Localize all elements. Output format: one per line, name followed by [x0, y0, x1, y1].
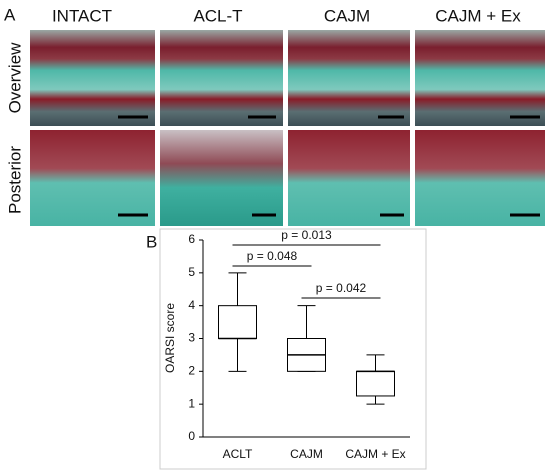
column-label: INTACT — [52, 6, 112, 25]
panel-label: A — [4, 5, 16, 24]
micrographs — [30, 30, 545, 226]
x-tick-label: ACLT — [223, 447, 253, 461]
annotation: p = 0.048 — [247, 249, 298, 263]
y-tick-label: 5 — [188, 265, 195, 279]
y-tick-label: 6 — [188, 232, 195, 246]
panel-frame — [159, 228, 427, 470]
micrograph — [288, 130, 410, 226]
row-label: Overview — [5, 42, 24, 114]
y-tick-label: 3 — [188, 331, 195, 345]
micrograph — [160, 30, 283, 126]
y-tick-label: 0 — [188, 429, 195, 443]
micrograph — [288, 30, 410, 126]
micrograph — [415, 30, 545, 126]
micrograph — [160, 130, 283, 226]
x-tick-label: CAJM — [290, 447, 323, 461]
x-tick-label: CAJM + Ex — [345, 447, 405, 461]
row-label: Posterior — [5, 146, 24, 214]
box — [218, 305, 257, 339]
panel-label: B — [146, 232, 157, 251]
column-label: CAJM + Ex — [435, 6, 521, 25]
column-label: CAJM — [324, 6, 370, 25]
y-tick-label: 4 — [188, 298, 195, 312]
micrograph — [415, 130, 545, 226]
micrograph — [30, 30, 155, 126]
micrograph — [30, 130, 155, 226]
y-axis-title: OARSI score — [163, 303, 177, 373]
box — [356, 370, 395, 397]
column-label: ACL-T — [193, 6, 242, 25]
y-tick-label: 2 — [188, 364, 195, 378]
annotation: p = 0.013 — [281, 228, 332, 242]
annotation: p = 0.042 — [316, 281, 367, 295]
scale-bars — [118, 115, 540, 217]
y-tick-label: 1 — [188, 396, 195, 410]
